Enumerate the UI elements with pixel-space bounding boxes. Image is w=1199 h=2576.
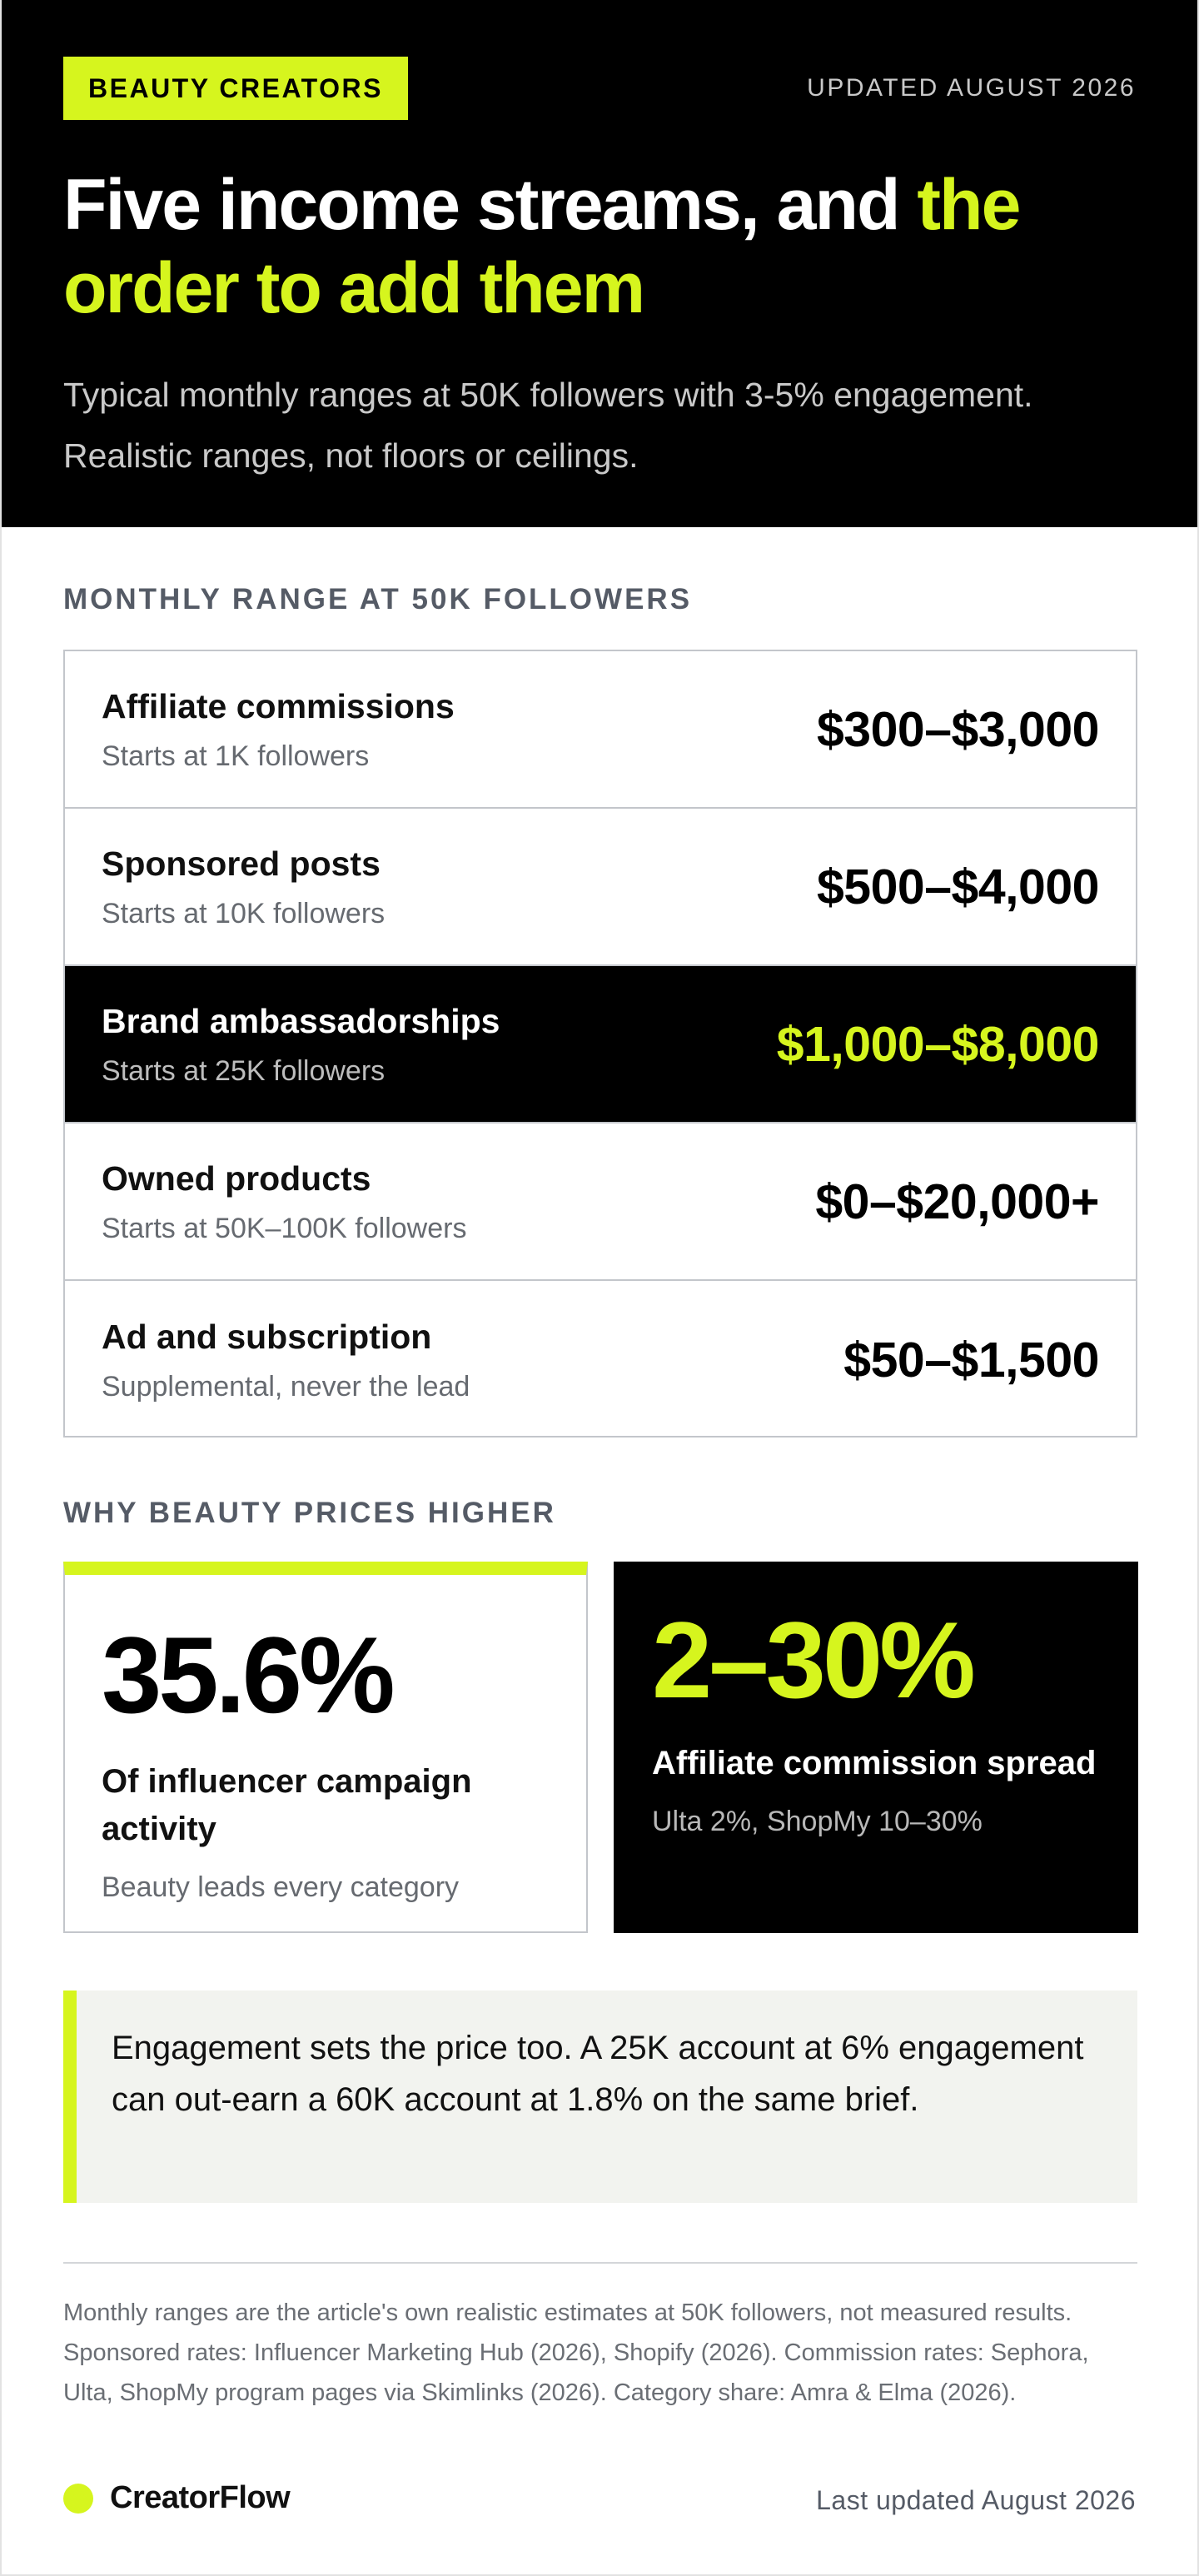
row-name: Brand ambassadorships (102, 1001, 500, 1040)
row-note: Starts at 10K followers (102, 897, 386, 929)
row-name: Owned products (102, 1158, 371, 1198)
row-value: $1,000–$8,000 (776, 1016, 1100, 1072)
row-value: $0–$20,000+ (815, 1173, 1099, 1229)
row-note: Starts at 50K–100K followers (102, 1212, 467, 1244)
why-section-label: WHY BEAUTY PRICES HIGHER (63, 1497, 556, 1529)
page-subtitle: Typical monthly ranges at 50K followers … (63, 376, 1033, 475)
brand-name: CreatorFlow (110, 2480, 291, 2515)
stat-value: 2–30% (652, 1599, 976, 1721)
stat-note: Beauty leads every category (102, 1871, 460, 1903)
row-value: $50–$1,500 (843, 1332, 1099, 1388)
income-range-table: Affiliate commissions Starts at 1K follo… (63, 650, 1137, 1437)
row-text: Owned products Starts at 50K–100K follow… (102, 1158, 466, 1246)
stat-card-commission-spread: 2–30% Affiliate commission spread Ulta 2… (614, 1562, 1138, 1933)
row-name: Sponsored posts (102, 844, 381, 883)
row-text: Sponsored posts Starts at 10K followers (102, 843, 385, 931)
table-row: Ad and subscription Supplemental, never … (65, 1281, 1136, 1438)
row-note: Supplemental, never the lead (102, 1370, 470, 1403)
row-text: Ad and subscription Supplemental, never … (102, 1316, 470, 1404)
row-name: Ad and subscription (102, 1317, 432, 1356)
title-white-part: Five income streams, and (63, 165, 918, 245)
stat-note: Ulta 2%, ShopMy 10–30% (652, 1806, 983, 1837)
engagement-callout: Engagement sets the price too. A 25K acc… (63, 1991, 1137, 2203)
row-note: Starts at 25K followers (102, 1054, 386, 1087)
hero-section: BEAUTY CREATORS UPDATED AUGUST 2026 Five… (2, 0, 1197, 527)
table-row-highlighted: Brand ambassadorships Starts at 25K foll… (65, 966, 1136, 1124)
row-value: $300–$3,000 (816, 701, 1100, 757)
stat-card-category-share: 35.6% Of influencer campaign activity Be… (63, 1562, 588, 1933)
row-text: Affiliate commissions Starts at 1K follo… (102, 685, 455, 774)
row-note: Starts at 1K followers (102, 740, 370, 772)
stat-title: Of influencer campaign activity (102, 1763, 472, 1847)
table-row: Affiliate commissions Starts at 1K follo… (65, 651, 1136, 809)
category-badge: BEAUTY CREATORS (63, 57, 408, 120)
brand-logo: CreatorFlow (63, 2480, 291, 2516)
table-section-label: MONTHLY RANGE AT 50K FOLLOWERS (63, 583, 693, 615)
title-accent-part-2: order to add them (63, 248, 645, 328)
table-row: Sponsored posts Starts at 10K followers … (65, 809, 1136, 966)
title-accent-part-1: the (917, 165, 1021, 245)
row-value: $500–$4,000 (816, 859, 1100, 914)
table-row: Owned products Starts at 50K–100K follow… (65, 1124, 1136, 1281)
row-text: Brand ambassadorships Starts at 25K foll… (102, 1000, 500, 1089)
row-name: Affiliate commissions (102, 686, 455, 725)
page-title: Five income streams, and the order to ad… (63, 163, 1136, 330)
stat-value: 35.6% (102, 1614, 396, 1736)
footer-divider (63, 2262, 1137, 2264)
updated-date: UPDATED AUGUST 2026 (807, 74, 1136, 102)
stat-title: Affiliate commission spread (652, 1745, 1097, 1781)
sources-note: Monthly ranges are the article's own rea… (63, 2299, 1089, 2406)
last-updated: Last updated August 2026 (816, 2485, 1136, 2515)
hero-top-bar: BEAUTY CREATORS UPDATED AUGUST 2026 (63, 57, 1136, 120)
brand-dot-icon (63, 2483, 93, 2514)
